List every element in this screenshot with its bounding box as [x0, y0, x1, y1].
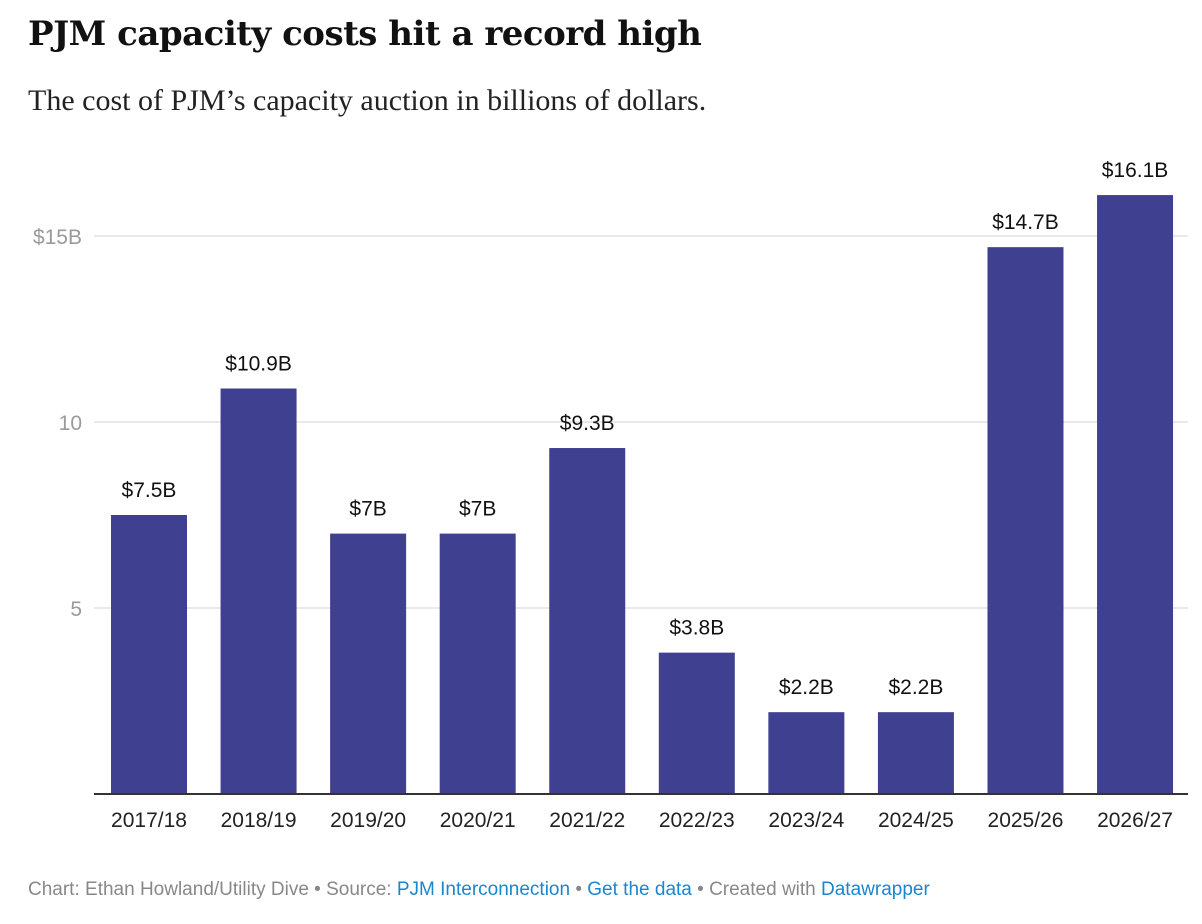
bar [439, 533, 516, 794]
bar [877, 712, 954, 794]
x-tick-label: 2021/22 [549, 809, 625, 832]
bar [658, 652, 735, 794]
x-tick-label: 2023/24 [768, 809, 844, 832]
bar [768, 712, 845, 794]
bar [330, 533, 407, 794]
footer-sep: • [570, 879, 588, 900]
y-tick-label: 5 [70, 598, 82, 621]
y-tick-label: 10 [59, 412, 82, 435]
data-label: $2.2B [779, 676, 834, 699]
x-tick-label: 2017/18 [111, 809, 187, 832]
data-label: $16.1B [1102, 159, 1169, 182]
data-label: $14.7B [992, 211, 1059, 234]
data-label: $7B [459, 498, 496, 521]
x-tick-label: 2022/23 [659, 809, 735, 832]
chart-subtitle: The cost of PJM’s capacity auction in bi… [28, 84, 707, 117]
bar [987, 247, 1064, 794]
data-label: $9.3B [560, 412, 615, 435]
data-label: $2.2B [888, 676, 943, 699]
data-label: $10.9B [225, 353, 292, 376]
bar [1097, 195, 1174, 794]
x-tick-label: 2025/26 [988, 809, 1064, 832]
bar [549, 448, 626, 794]
x-tick-label: 2024/25 [878, 809, 954, 832]
footer-created: • Created with [691, 879, 822, 900]
bar-chart: 5 10 $15B $7.5B 2017/18 $10.9B 2018/19 $7B 2019/… [33, 159, 1188, 832]
data-label: $7.5B [122, 479, 177, 502]
source-link[interactable]: PJM Interconnection [396, 879, 571, 900]
bar [220, 388, 297, 794]
chart-title: PJM capacity costs hit a record high [28, 14, 702, 54]
data-label: $3.8B [669, 617, 724, 640]
x-tick-label: 2026/27 [1097, 809, 1173, 832]
get-data-link[interactable]: Get the data [587, 879, 692, 900]
data-label: $7B [349, 498, 386, 521]
footer-credit: Chart: Ethan Howland/Utility Dive • Sour… [28, 879, 397, 900]
datawrapper-link[interactable]: Datawrapper [821, 879, 930, 900]
x-tick-label: 2019/20 [330, 809, 406, 832]
footer: Chart: Ethan Howland/Utility Dive • Sour… [28, 879, 930, 901]
x-tick-label: 2018/19 [221, 809, 297, 832]
y-tick-label: $15B [33, 226, 82, 249]
x-tick-label: 2020/21 [440, 809, 516, 832]
bar [111, 515, 187, 794]
